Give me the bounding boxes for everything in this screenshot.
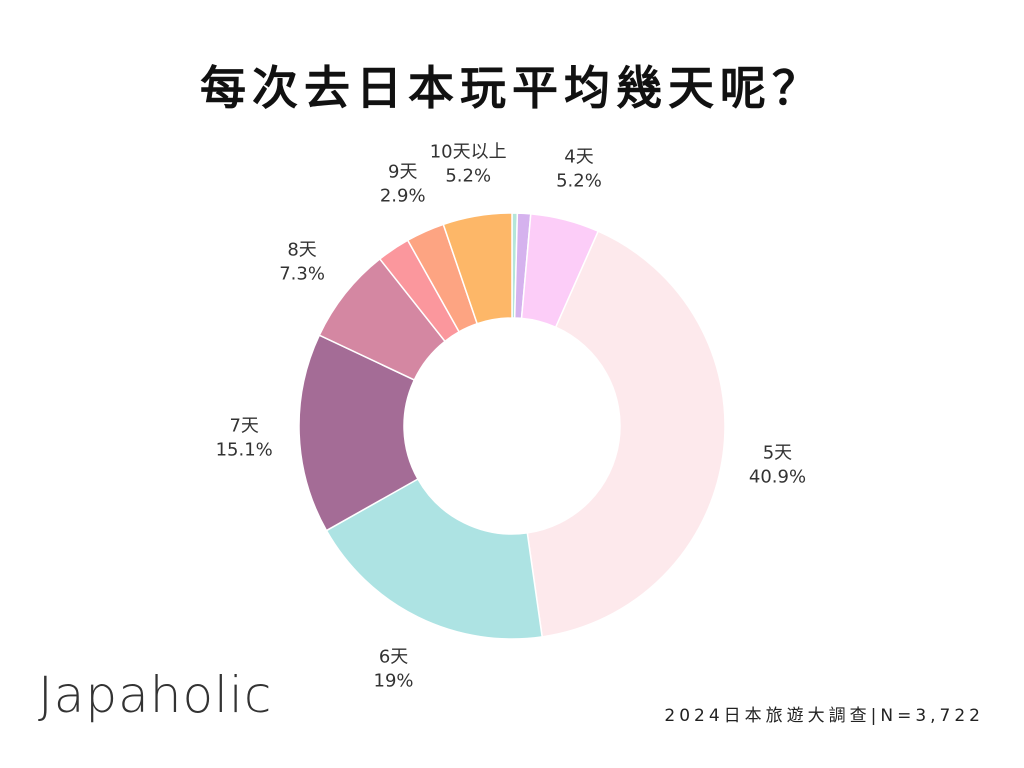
slice-3 (526, 230, 726, 638)
slice-percent-4: 19% (374, 670, 414, 691)
slice-percent-6: 7.3% (279, 263, 325, 284)
slice-label-5: 7天 15.1% (216, 416, 273, 461)
slice-label-6: 8天 7.3% (279, 239, 325, 284)
slice-category-4: 6天 (379, 646, 408, 667)
slice-label-9: 10天以上 5.2% (430, 142, 507, 187)
brand-logo: Japaholic (38, 666, 273, 724)
slice-percent-5: 15.1% (216, 440, 273, 461)
slice-percent-3: 40.9% (749, 467, 806, 488)
slice-label-4: 6天 19% (374, 646, 414, 691)
chart-title: 每次去日本玩平均幾天呢？ (200, 61, 824, 115)
slice-category-9: 10天以上 (430, 142, 507, 163)
slices-group (298, 212, 726, 640)
slice-4 (325, 477, 544, 640)
slice-category-8: 9天 (388, 161, 417, 182)
labels-group: 4天 5.2%5天 40.9%6天 19%7天 15.1%8天 7.3%9天 2.9%10天… (216, 142, 806, 692)
slice-label-2: 4天 5.2% (556, 147, 602, 192)
slice-5 (298, 334, 419, 532)
slice-category-2: 4天 (564, 147, 593, 168)
slice-percent-9: 5.2% (445, 166, 491, 187)
slice-label-3: 5天 40.9% (749, 443, 806, 488)
slice-category-3: 5天 (763, 443, 792, 464)
slice-9 (442, 212, 513, 325)
slice-percent-8: 2.9% (380, 185, 426, 206)
slice-percent-2: 5.2% (556, 171, 602, 192)
survey-footer: 2024日本旅遊大調查|N=3,722 (664, 706, 984, 726)
slice-label-8: 9天 2.9% (380, 161, 426, 206)
slice-category-6: 8天 (287, 239, 316, 260)
slice-category-5: 7天 (229, 416, 258, 437)
